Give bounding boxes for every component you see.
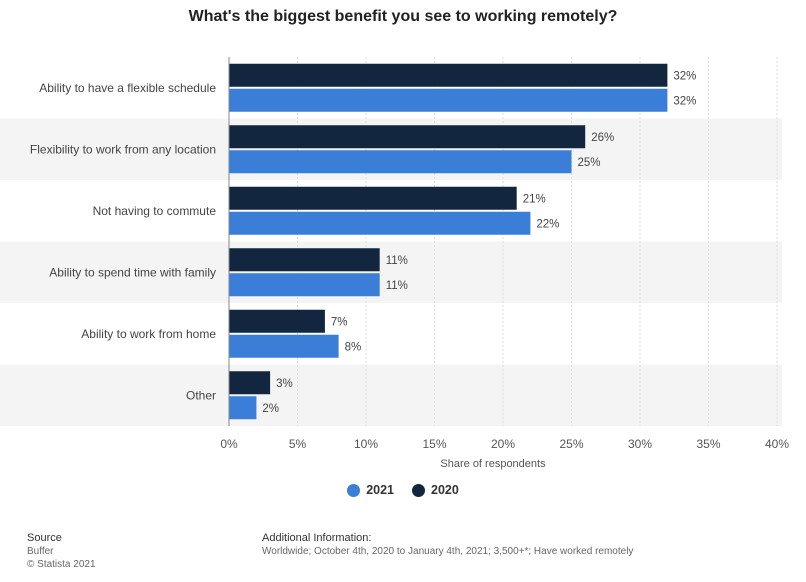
source-name[interactable]: Buffer xyxy=(27,546,54,557)
bar-2020 xyxy=(229,125,586,149)
value-label-2021: 25% xyxy=(578,157,601,169)
value-label-2021: 2% xyxy=(262,403,279,415)
category-label: Ability to work from home xyxy=(81,327,216,341)
row-band xyxy=(0,364,782,426)
row-band xyxy=(0,241,782,303)
bar-2021 xyxy=(229,334,339,358)
bar-2021 xyxy=(229,273,380,297)
legend-item-2020[interactable]: 2020 xyxy=(412,483,459,497)
category-label: Ability to have a flexible schedule xyxy=(39,81,216,95)
bar-2021 xyxy=(229,396,257,420)
copyright: © Statista 2021 xyxy=(27,559,96,570)
additional-info-block: Additional Information: Worldwide; Octob… xyxy=(262,532,633,558)
value-label-2020: 3% xyxy=(276,378,293,390)
value-label-2020: 32% xyxy=(673,70,696,82)
source-heading: Source xyxy=(27,532,62,544)
legend-item-2021[interactable]: 2021 xyxy=(347,483,394,497)
bar-2020 xyxy=(229,248,380,272)
x-tick-label: 20% xyxy=(491,437,515,451)
bar-2020 xyxy=(229,309,325,333)
value-label-2020: 7% xyxy=(331,316,348,328)
bar-2021 xyxy=(229,88,668,112)
category-label: Flexibility to work from any location xyxy=(30,142,216,156)
value-label-2021: 11% xyxy=(386,280,408,292)
bar-2021 xyxy=(229,211,531,235)
x-tick-label: 5% xyxy=(289,437,307,451)
bar-2020 xyxy=(229,186,517,210)
legend-dot-2020 xyxy=(412,483,425,497)
bar-2020 xyxy=(229,371,271,395)
legend-label-2020: 2020 xyxy=(431,483,459,497)
source-block: Source Buffer © Statista 2021 xyxy=(27,532,96,571)
legend-label-2021: 2021 xyxy=(366,483,394,497)
x-axis-title: Share of respondents xyxy=(440,458,546,470)
value-label-2020: 26% xyxy=(591,132,614,144)
bar-chart: Ability to have a flexible schedule 32% 32… xyxy=(0,57,789,470)
category-label: Not having to commute xyxy=(93,204,217,218)
legend-dot-2021 xyxy=(347,483,361,497)
value-label-2021: 8% xyxy=(345,341,362,353)
additional-info-heading: Additional Information: xyxy=(262,532,372,544)
category-label: Ability to spend time with family xyxy=(49,265,216,279)
category-label: Other xyxy=(186,388,216,402)
additional-info-text: Worldwide; October 4th, 2020 to January … xyxy=(262,546,634,557)
x-tick-label: 0% xyxy=(220,437,238,451)
x-tick-label: 25% xyxy=(559,437,583,451)
value-label-2021: 32% xyxy=(673,95,696,107)
x-tick-label: 40% xyxy=(765,437,789,451)
value-label-2020: 21% xyxy=(523,193,546,205)
x-tick-label: 35% xyxy=(696,437,720,451)
value-label-2021: 22% xyxy=(536,218,559,230)
x-tick-label: 30% xyxy=(628,437,652,451)
value-label-2020: 11% xyxy=(386,255,408,267)
bar-2021 xyxy=(229,150,572,174)
chart-title: What's the biggest benefit you see to wo… xyxy=(188,8,618,25)
x-tick-label: 10% xyxy=(354,437,378,451)
bar-2020 xyxy=(229,63,668,87)
x-tick-label: 15% xyxy=(422,437,446,451)
legend: 2021 2020 xyxy=(0,483,806,497)
